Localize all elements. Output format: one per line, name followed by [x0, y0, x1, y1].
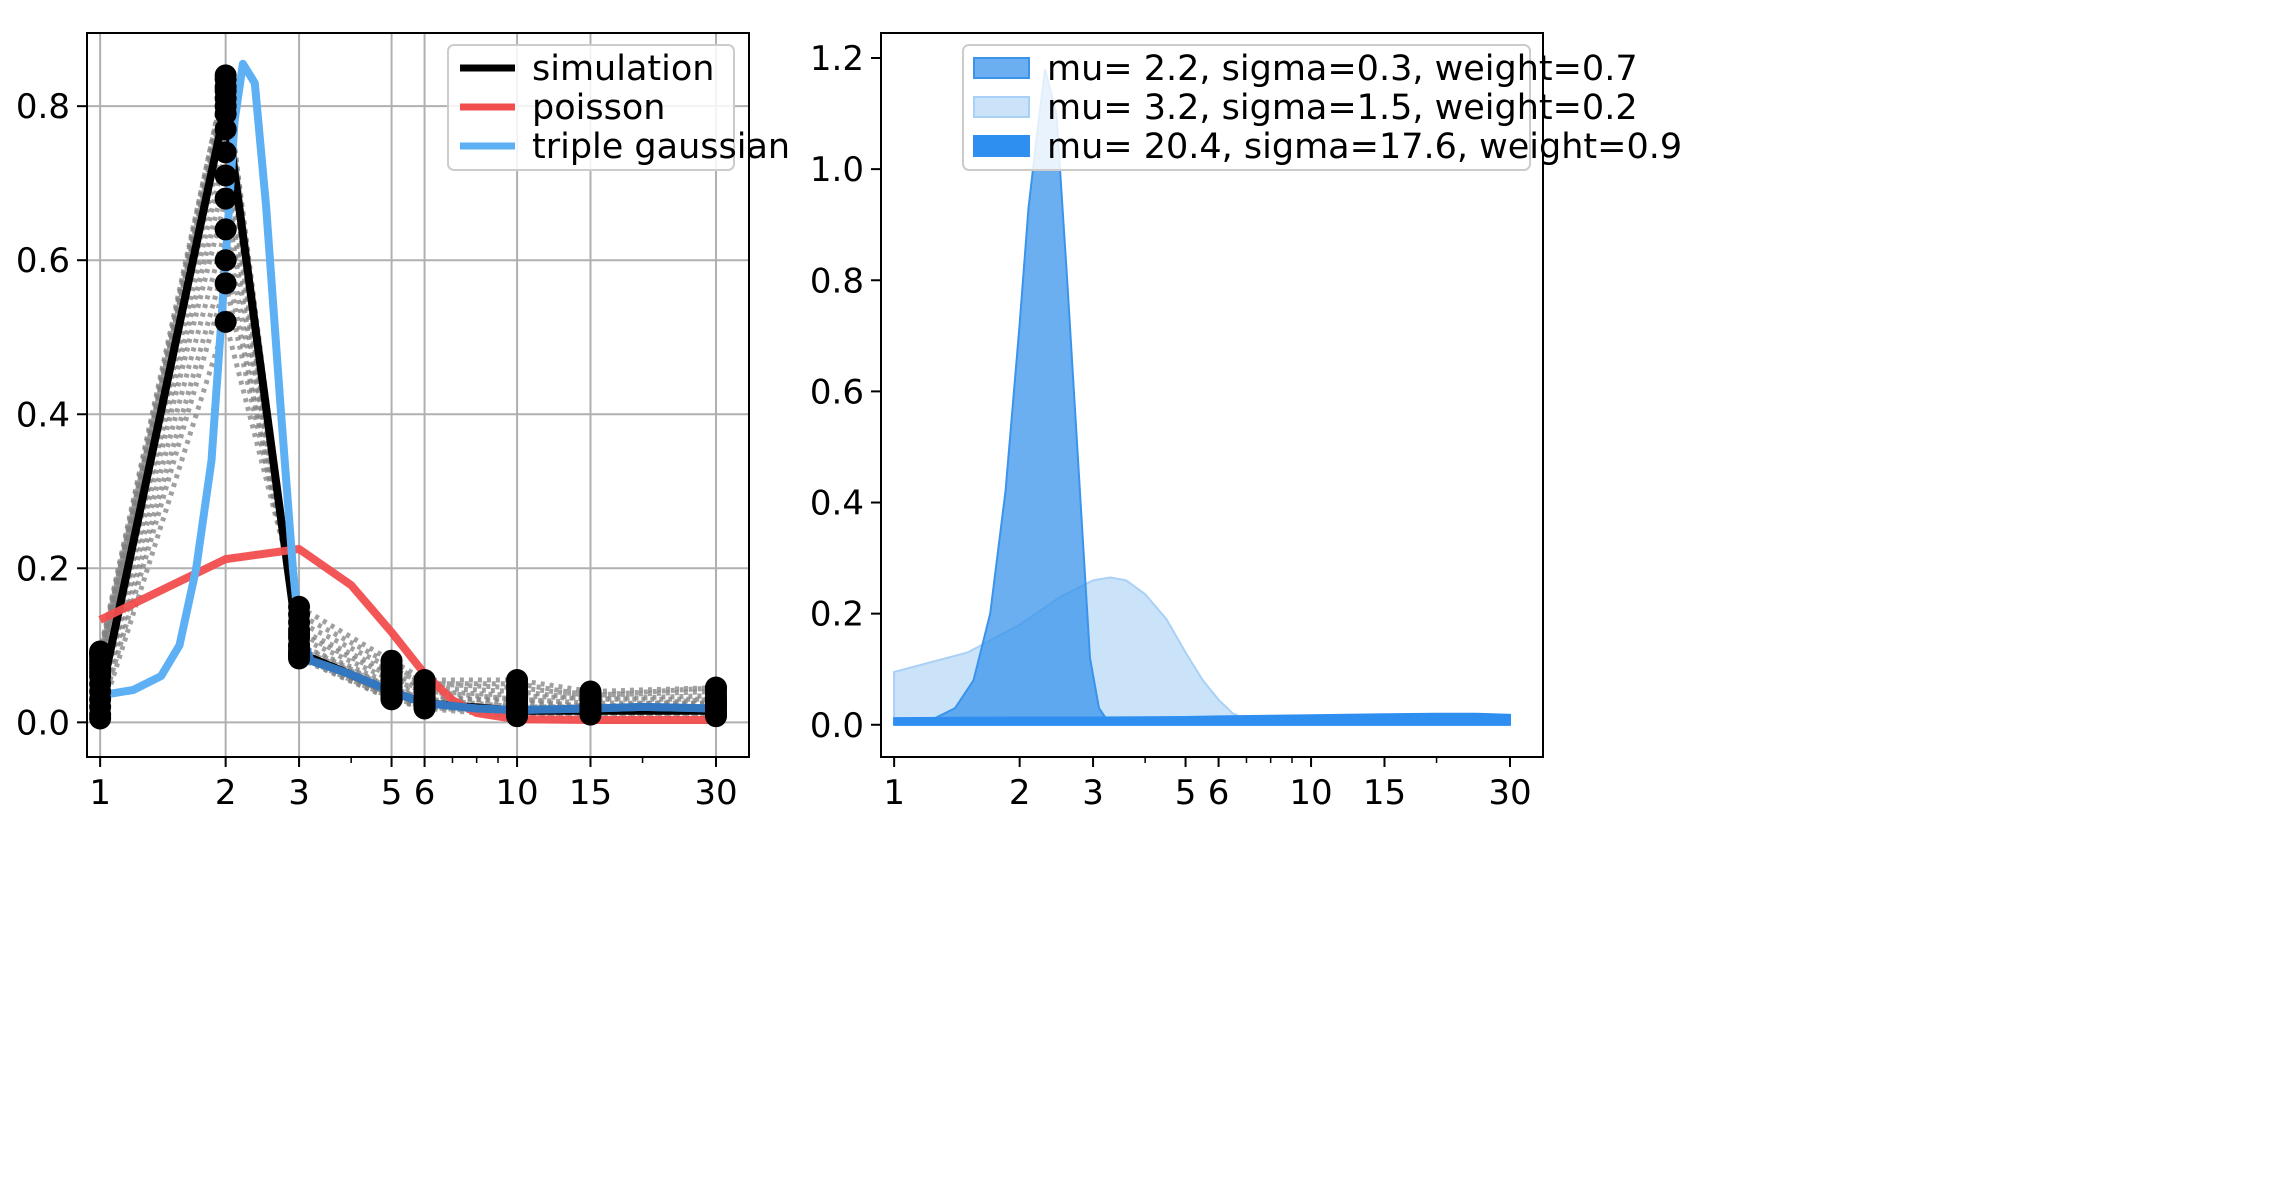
x-tick-label: 5 — [1175, 773, 1197, 813]
x-axis-ticks: 1 2 3 5 6 10 15 30 — [89, 757, 738, 813]
simulation-point — [704, 695, 727, 718]
simulation-point — [214, 249, 237, 272]
legend-box — [447, 44, 735, 171]
simulation-point — [214, 164, 237, 187]
y-tick-label: 1.0 — [810, 150, 864, 190]
y-tick-label: 0.4 — [810, 484, 864, 524]
plot-frame — [880, 32, 1544, 758]
simulation-point — [214, 141, 237, 164]
y-tick-label: 0.0 — [810, 706, 864, 746]
simulation-point — [214, 272, 237, 295]
simulation-point — [413, 695, 436, 718]
simulation-point — [89, 661, 112, 684]
legend-label: mu= 3.2, sigma=1.5, weight=0.2 — [1047, 88, 1638, 128]
legend-box — [962, 44, 1531, 171]
x-tick-label: 2 — [215, 773, 237, 813]
x-tick-label: 30 — [694, 773, 737, 813]
area-component-3 — [893, 712, 1511, 726]
legend-label: triple gaussian — [532, 127, 790, 167]
x-axis-ticks: 1 2 3 5 6 10 15 30 — [883, 757, 1532, 813]
plot-frame — [86, 32, 750, 758]
y-tick-label: 0.8 — [810, 261, 864, 301]
y-tick-label: 0.0 — [16, 703, 70, 743]
y-tick-label: 0.2 — [16, 549, 70, 589]
legend: mu= 2.2, sigma=0.3, weight=0.7mu= 3.2, s… — [962, 44, 1682, 171]
gaussian-components-chart: 1 2 3 5 6 10 15 30 0.0 0.2 0.4 0.6 0.8 1.0 1.2 mu= 2.… — [810, 32, 1682, 813]
simulation-point — [214, 187, 237, 210]
simulation-point — [214, 64, 237, 87]
x-tick-label: 10 — [495, 773, 538, 813]
x-tick-label: 6 — [414, 773, 436, 813]
simulation-point — [214, 118, 237, 141]
x-tick-label: 15 — [1363, 773, 1406, 813]
x-tick-label: 3 — [288, 773, 310, 813]
simulation-point — [214, 95, 237, 118]
x-tick-label: 1 — [89, 773, 111, 813]
simulation-run-line — [97, 312, 717, 720]
legend-label: mu= 2.2, sigma=0.3, weight=0.7 — [1047, 49, 1638, 89]
x-tick-label: 15 — [569, 773, 612, 813]
legend-label: poisson — [532, 88, 665, 128]
x-tick-label: 2 — [1009, 773, 1031, 813]
simulation-point — [579, 699, 602, 722]
legend-swatch — [973, 135, 1030, 157]
simulation-point — [380, 688, 403, 711]
y-axis-ticks: 0.0 0.2 0.4 0.6 0.8 — [16, 87, 87, 743]
simulation-run-line — [97, 174, 716, 706]
y-tick-label: 0.4 — [16, 395, 70, 435]
y-axis-ticks: 0.0 0.2 0.4 0.6 0.8 1.0 1.2 — [810, 39, 881, 746]
simulation-run-line — [97, 259, 717, 708]
simulation-point — [214, 79, 237, 102]
legend-swatch — [973, 57, 1030, 79]
y-tick-label: 0.8 — [16, 87, 70, 127]
y-tick-label: 0.6 — [16, 241, 70, 281]
y-tick-label: 0.6 — [810, 372, 864, 412]
x-tick-label: 6 — [1208, 773, 1230, 813]
simulation-point — [214, 310, 237, 333]
x-tick-label: 1 — [883, 773, 905, 813]
y-tick-label: 0.2 — [810, 595, 864, 635]
legend-label: simulation — [532, 49, 714, 89]
simulation-comparison-chart: 1 2 3 5 6 10 15 30 0.0 0.2 0.4 0.6 0.8 simulationpo… — [16, 32, 790, 813]
simulation-points — [89, 64, 727, 730]
x-tick-label: 30 — [1488, 773, 1531, 813]
x-tick-label: 10 — [1289, 773, 1332, 813]
legend-label: mu= 20.4, sigma=17.6, weight=0.9 — [1047, 127, 1682, 167]
simulation-point — [214, 218, 237, 241]
legend-swatch — [973, 96, 1030, 118]
simulation-point — [288, 645, 311, 668]
x-tick-label: 5 — [381, 773, 403, 813]
x-tick-label: 3 — [1082, 773, 1104, 813]
simulation-point — [506, 699, 529, 722]
y-tick-label: 1.2 — [810, 39, 864, 79]
